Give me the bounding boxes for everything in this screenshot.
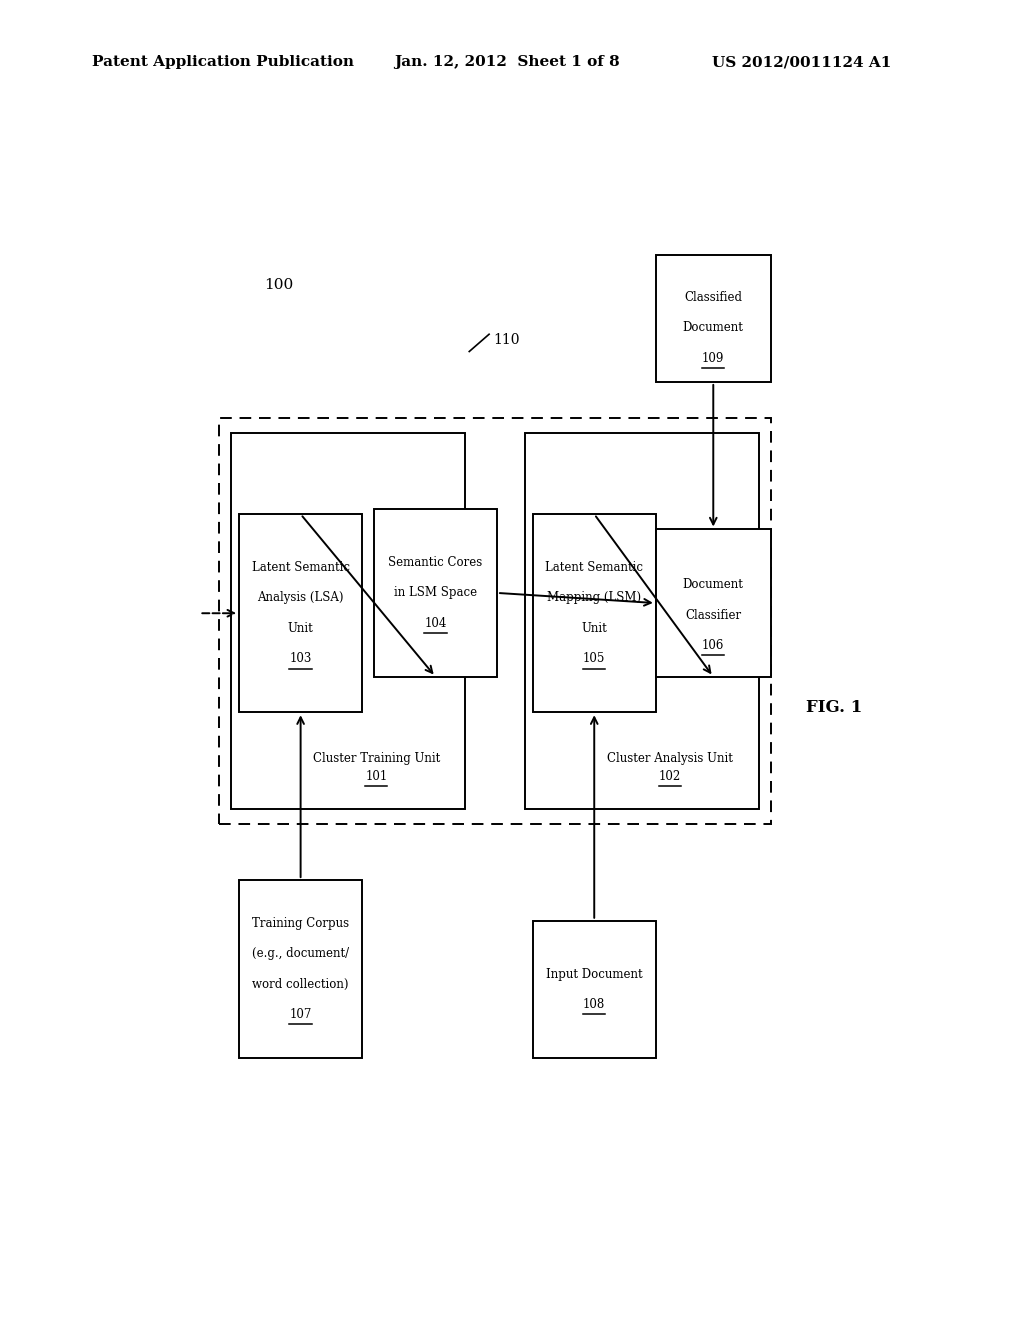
Text: Semantic Cores: Semantic Cores [388,556,482,569]
Text: Latent Semantic: Latent Semantic [252,561,349,574]
Text: Latent Semantic: Latent Semantic [545,561,643,574]
Text: in LSM Space: in LSM Space [394,586,477,599]
Text: 109: 109 [702,351,724,364]
Text: Classified: Classified [684,290,742,304]
Text: Classifier: Classifier [685,609,741,622]
FancyBboxPatch shape [532,515,655,713]
Text: 104: 104 [424,616,446,630]
Text: Training Corpus: Training Corpus [252,917,349,929]
Text: FIG. 1: FIG. 1 [806,698,862,715]
Text: Patent Application Publication: Patent Application Publication [92,55,354,70]
Text: 105: 105 [583,652,605,665]
Text: 106: 106 [702,639,724,652]
Text: Input Document: Input Document [546,968,642,981]
FancyBboxPatch shape [374,510,497,677]
Text: 102: 102 [658,770,681,783]
FancyBboxPatch shape [655,529,771,677]
Text: Unit: Unit [582,622,607,635]
Text: Mapping (LSM): Mapping (LSM) [547,591,641,605]
FancyBboxPatch shape [524,433,759,809]
Text: 110: 110 [494,334,519,347]
FancyBboxPatch shape [240,515,362,713]
Text: Analysis (LSA): Analysis (LSA) [257,591,344,605]
Text: (e.g., document/: (e.g., document/ [252,948,349,960]
Text: Unit: Unit [288,622,313,635]
FancyBboxPatch shape [655,255,771,381]
Text: 108: 108 [583,998,605,1011]
Text: US 2012/0011124 A1: US 2012/0011124 A1 [712,55,891,70]
Text: Document: Document [683,578,743,591]
Text: Cluster Analysis Unit: Cluster Analysis Unit [607,751,733,764]
Text: 100: 100 [264,279,294,293]
Text: Document: Document [683,321,743,334]
Text: Jan. 12, 2012  Sheet 1 of 8: Jan. 12, 2012 Sheet 1 of 8 [394,55,620,70]
FancyBboxPatch shape [240,880,362,1057]
Text: 103: 103 [290,652,311,665]
Text: Cluster Training Unit: Cluster Training Unit [312,751,440,764]
Text: word collection): word collection) [252,978,349,991]
Text: 107: 107 [290,1008,311,1022]
Text: 101: 101 [366,770,387,783]
FancyBboxPatch shape [532,921,655,1057]
FancyBboxPatch shape [231,433,465,809]
